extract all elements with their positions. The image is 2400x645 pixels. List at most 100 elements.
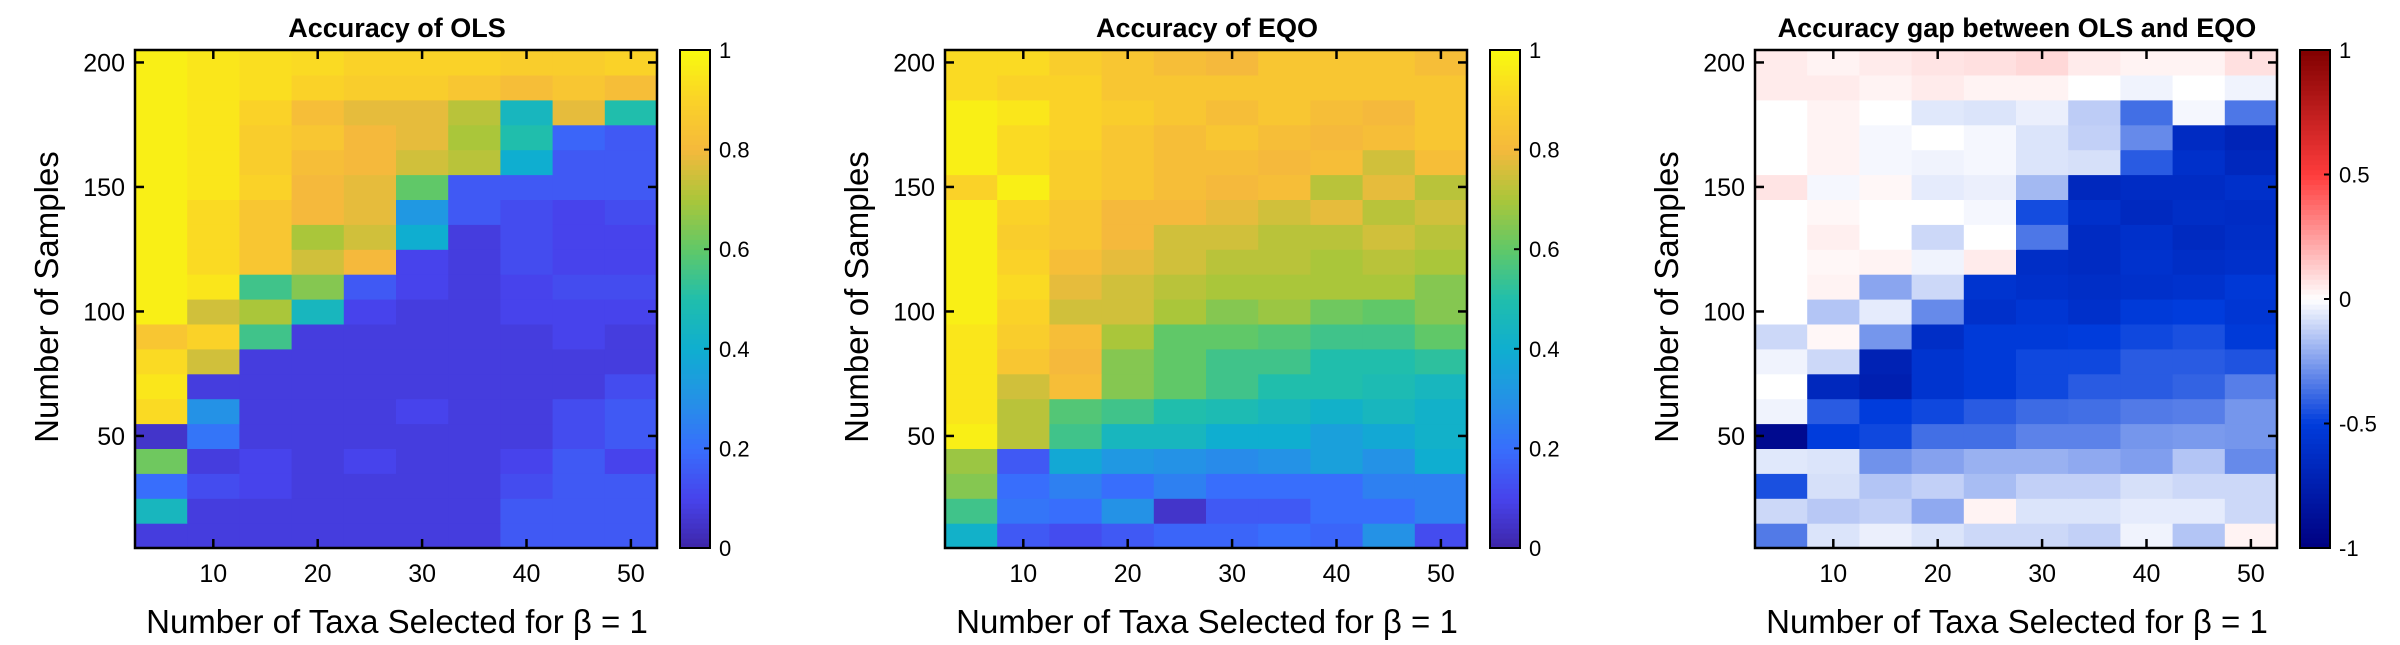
eqo-colorbar-segment	[1490, 189, 1520, 196]
gap-colorbar-segment	[2300, 528, 2330, 534]
eqo-heatmap-cell	[1153, 348, 1207, 375]
ols-colorbar-segment	[680, 164, 710, 171]
eqo-heatmap-cell	[1362, 473, 1416, 499]
ols-colorbar-segment	[680, 453, 710, 459]
ols-heatmap-cell	[187, 174, 240, 200]
ols-heatmap-cell	[500, 124, 554, 151]
gap-colorbar-segment	[2300, 50, 2330, 56]
eqo-y-tick-label: 100	[893, 298, 935, 326]
gap-colorbar-segment	[2300, 104, 2330, 111]
gap-colorbar-segment	[2300, 503, 2330, 509]
eqo-heatmap-cell	[1049, 99, 1103, 126]
gap-heatmap-cell	[2120, 199, 2174, 225]
eqo-colorbar-segment	[1490, 428, 1520, 435]
ols-colorbar-segment	[680, 274, 710, 280]
ols-colorbar-segment	[680, 264, 710, 270]
ols-heatmap-cell	[343, 523, 397, 549]
eqo-heatmap-cell	[1101, 124, 1155, 151]
ols-heatmap-cell	[239, 448, 293, 474]
eqo-heatmap-cell	[1310, 473, 1364, 499]
eqo-heatmap-cell	[1101, 174, 1155, 200]
gap-heatmap-cell	[1963, 299, 2017, 325]
eqo-colorbar-segment	[1490, 274, 1520, 280]
gap-heatmap-cell	[1963, 323, 2017, 350]
eqo-heatmap-cell	[1258, 448, 1311, 474]
eqo-heatmap-cell	[1206, 149, 1259, 176]
gap-heatmap-cell	[1911, 498, 1965, 524]
ols-heatmap-cell	[239, 124, 293, 151]
gap-heatmap-cell	[1755, 398, 1808, 425]
gap-colorbar-segment	[2300, 124, 2330, 131]
ols-heatmap-cell	[552, 74, 606, 101]
gap-x-tick-label: 20	[1924, 560, 1952, 588]
gap-heatmap-cell	[1755, 199, 1808, 225]
gap-heatmap-cell	[2172, 249, 2226, 275]
gap-heatmap-cell	[2016, 149, 2069, 176]
gap-y-axis-label: Number of Samples	[1648, 151, 1685, 443]
eqo-colorbar-segment	[1490, 239, 1520, 245]
eqo-heatmap-cell	[1101, 473, 1155, 499]
eqo-heatmap-cell	[1258, 249, 1311, 275]
eqo-heatmap-cell	[1362, 299, 1416, 325]
gap-colorbar-segment	[2300, 328, 2330, 335]
gap-heatmap-cell	[2172, 398, 2226, 425]
eqo-heatmap-cell	[1362, 498, 1416, 524]
gap-colorbar-segment	[2300, 164, 2330, 171]
gap-x-tick-label: 30	[2028, 560, 2056, 588]
ols-colorbar-segment	[680, 64, 710, 71]
gap-heatmap-cell	[1755, 99, 1808, 126]
ols-heatmap-cell	[552, 299, 606, 325]
eqo-x-axis-label: Number of Taxa Selected for β = 1	[956, 603, 1458, 640]
eqo-heatmap-cell	[1414, 99, 1468, 126]
gap-heatmap-cell	[2068, 50, 2121, 76]
ols-colorbar-segment	[680, 423, 710, 430]
gap-heatmap-cell	[2224, 323, 2278, 350]
ols-chart-title: Accuracy of OLS	[288, 13, 506, 43]
ols-heatmap-cell	[135, 348, 188, 375]
ols-heatmap-cell	[448, 423, 501, 449]
eqo-colorbar-segment	[1490, 179, 1520, 186]
gap-colorbar-segment	[2300, 533, 2330, 539]
ols-heatmap-cell	[500, 348, 554, 375]
ols-colorbar-frame	[679, 49, 711, 549]
gap-heatmap-cell	[2068, 299, 2121, 325]
ols-colorbar-segment	[680, 204, 710, 210]
gap-heatmap-cell	[1963, 423, 2017, 449]
gap-heatmap-cell	[1859, 249, 1913, 275]
gap-heatmap-cell	[2172, 299, 2226, 325]
eqo-heatmap-cell	[1101, 74, 1155, 101]
gap-heatmap-cell	[1807, 249, 1860, 275]
eqo-colorbar-segment	[1490, 498, 1520, 504]
gap-heatmap-cell	[1859, 448, 1913, 474]
eqo-colorbar-segment	[1490, 244, 1520, 250]
gap-heatmap-cell	[1755, 124, 1808, 151]
eqo-colorbar-segment	[1490, 64, 1520, 71]
eqo-heatmap-cell	[1258, 373, 1311, 400]
gap-heatmap-cell	[1963, 398, 2017, 425]
eqo-heatmap-cell	[1153, 199, 1207, 225]
eqo-heatmap-cell	[1310, 448, 1364, 474]
gap-colorbar-segment	[2300, 264, 2330, 270]
gap-heatmap-cell	[1807, 199, 1860, 225]
ols-heatmap-cell	[239, 523, 293, 549]
gap-heatmap-cell	[2172, 50, 2226, 76]
ols-heatmap-cell	[500, 398, 554, 425]
ols-heatmap-cell	[291, 323, 345, 350]
eqo-colorbar-segment	[1490, 433, 1520, 440]
ols-heatmap-cell	[604, 224, 658, 250]
gap-heatmap-cell	[1859, 149, 1913, 176]
accuracy-gap-panel: Accuracy gap between OLS and EQO Number …	[1648, 13, 2377, 640]
eqo-heatmap-cell	[1310, 249, 1364, 275]
ols-heatmap-cell	[552, 199, 606, 225]
gap-heatmap-cells	[1755, 50, 2278, 549]
gap-heatmap-cell	[2120, 124, 2174, 151]
ols-heatmap-cell	[448, 149, 501, 176]
gap-heatmap-cell	[2120, 224, 2174, 250]
gap-colorbar-segment	[2300, 249, 2330, 255]
ols-heatmap-cell	[187, 274, 240, 300]
gap-colorbar-segment	[2300, 219, 2330, 225]
eqo-heatmap-cell	[1101, 299, 1155, 325]
ols-x-tick-label: 40	[513, 560, 541, 588]
eqo-heatmap-cell	[1153, 498, 1207, 524]
